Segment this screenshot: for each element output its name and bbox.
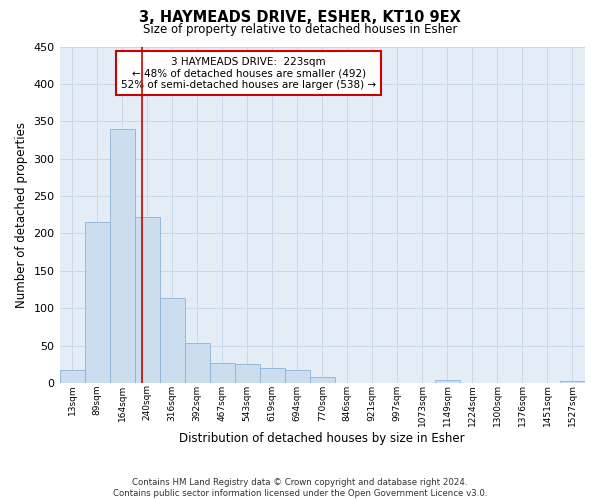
Bar [435, 380, 460, 383]
X-axis label: Distribution of detached houses by size in Esher: Distribution of detached houses by size … [179, 432, 465, 445]
Bar [160, 298, 185, 383]
Text: 3, HAYMEADS DRIVE, ESHER, KT10 9EX: 3, HAYMEADS DRIVE, ESHER, KT10 9EX [139, 10, 461, 25]
Bar [110, 128, 134, 383]
Bar [185, 344, 209, 383]
Bar [85, 222, 110, 383]
Bar [260, 368, 285, 383]
Bar [59, 370, 85, 383]
Bar [560, 380, 585, 383]
Bar [235, 364, 260, 383]
Bar [310, 377, 335, 383]
Text: Size of property relative to detached houses in Esher: Size of property relative to detached ho… [143, 22, 457, 36]
Bar [209, 364, 235, 383]
Bar [285, 370, 310, 383]
Text: 3 HAYMEADS DRIVE:  223sqm
← 48% of detached houses are smaller (492)
52% of semi: 3 HAYMEADS DRIVE: 223sqm ← 48% of detach… [121, 56, 376, 90]
Text: Contains HM Land Registry data © Crown copyright and database right 2024.
Contai: Contains HM Land Registry data © Crown c… [113, 478, 487, 498]
Y-axis label: Number of detached properties: Number of detached properties [15, 122, 28, 308]
Bar [134, 217, 160, 383]
